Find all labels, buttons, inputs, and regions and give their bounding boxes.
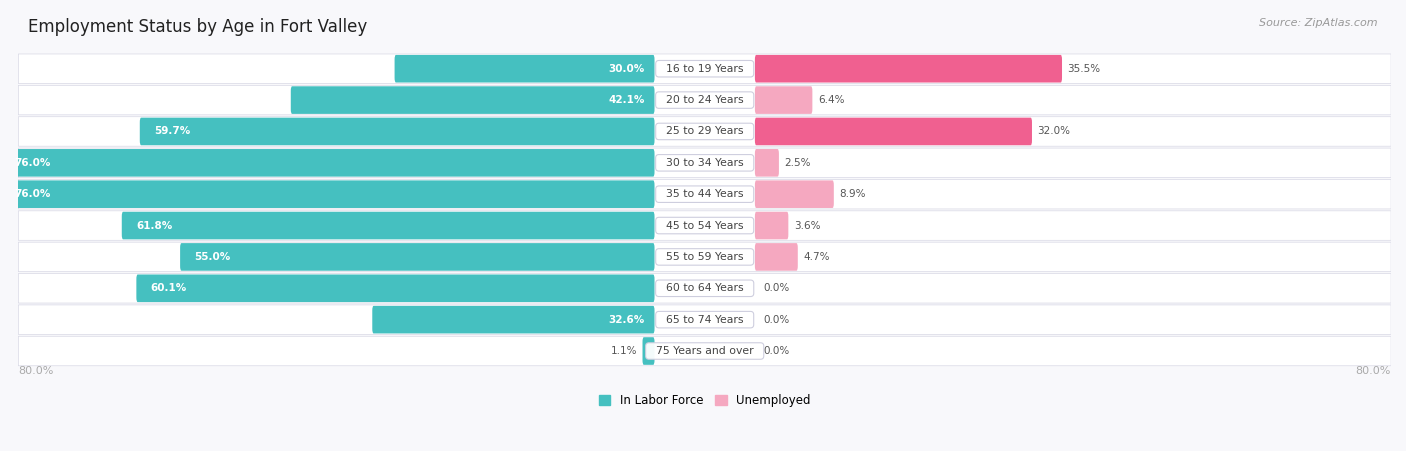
FancyBboxPatch shape bbox=[18, 85, 1391, 115]
Text: 0.0%: 0.0% bbox=[763, 346, 789, 356]
Text: 32.6%: 32.6% bbox=[609, 315, 645, 325]
Text: 75 Years and over: 75 Years and over bbox=[650, 346, 761, 356]
Text: Source: ZipAtlas.com: Source: ZipAtlas.com bbox=[1260, 18, 1378, 28]
Text: 80.0%: 80.0% bbox=[1355, 366, 1391, 376]
FancyBboxPatch shape bbox=[373, 306, 655, 333]
Text: 55 to 59 Years: 55 to 59 Years bbox=[659, 252, 751, 262]
FancyBboxPatch shape bbox=[139, 118, 655, 145]
Text: 0.0%: 0.0% bbox=[763, 283, 789, 293]
Text: 32.0%: 32.0% bbox=[1038, 126, 1070, 137]
FancyBboxPatch shape bbox=[18, 211, 1391, 240]
Legend: In Labor Force, Unemployed: In Labor Force, Unemployed bbox=[593, 390, 815, 412]
FancyBboxPatch shape bbox=[755, 180, 834, 208]
FancyBboxPatch shape bbox=[180, 243, 655, 271]
Text: 25 to 29 Years: 25 to 29 Years bbox=[659, 126, 751, 137]
Text: 45 to 54 Years: 45 to 54 Years bbox=[659, 221, 751, 230]
FancyBboxPatch shape bbox=[291, 86, 655, 114]
Text: 30.0%: 30.0% bbox=[609, 64, 645, 74]
Text: 35 to 44 Years: 35 to 44 Years bbox=[659, 189, 751, 199]
FancyBboxPatch shape bbox=[755, 149, 779, 177]
Text: 0.0%: 0.0% bbox=[763, 315, 789, 325]
FancyBboxPatch shape bbox=[0, 180, 655, 208]
Text: 3.6%: 3.6% bbox=[794, 221, 821, 230]
FancyBboxPatch shape bbox=[18, 179, 1391, 209]
FancyBboxPatch shape bbox=[18, 336, 1391, 366]
Text: 16 to 19 Years: 16 to 19 Years bbox=[659, 64, 751, 74]
Text: 8.9%: 8.9% bbox=[839, 189, 866, 199]
Text: 60 to 64 Years: 60 to 64 Years bbox=[659, 283, 751, 293]
FancyBboxPatch shape bbox=[755, 86, 813, 114]
Text: 30 to 34 Years: 30 to 34 Years bbox=[659, 158, 751, 168]
Text: 80.0%: 80.0% bbox=[18, 366, 53, 376]
Text: 59.7%: 59.7% bbox=[153, 126, 190, 137]
Text: 35.5%: 35.5% bbox=[1067, 64, 1101, 74]
FancyBboxPatch shape bbox=[122, 212, 655, 239]
Text: 55.0%: 55.0% bbox=[194, 252, 231, 262]
FancyBboxPatch shape bbox=[643, 337, 655, 365]
Text: 61.8%: 61.8% bbox=[136, 221, 172, 230]
Text: 4.7%: 4.7% bbox=[803, 252, 830, 262]
Text: 2.5%: 2.5% bbox=[785, 158, 811, 168]
Text: 20 to 24 Years: 20 to 24 Years bbox=[659, 95, 751, 105]
FancyBboxPatch shape bbox=[18, 274, 1391, 303]
FancyBboxPatch shape bbox=[755, 243, 797, 271]
FancyBboxPatch shape bbox=[18, 305, 1391, 334]
Text: 76.0%: 76.0% bbox=[14, 158, 51, 168]
Text: 6.4%: 6.4% bbox=[818, 95, 845, 105]
Text: 76.0%: 76.0% bbox=[14, 189, 51, 199]
FancyBboxPatch shape bbox=[0, 149, 655, 177]
Text: 42.1%: 42.1% bbox=[609, 95, 645, 105]
Text: 60.1%: 60.1% bbox=[150, 283, 187, 293]
FancyBboxPatch shape bbox=[18, 117, 1391, 146]
FancyBboxPatch shape bbox=[755, 55, 1062, 83]
FancyBboxPatch shape bbox=[18, 242, 1391, 272]
Text: 1.1%: 1.1% bbox=[610, 346, 637, 356]
FancyBboxPatch shape bbox=[395, 55, 655, 83]
FancyBboxPatch shape bbox=[755, 118, 1032, 145]
Text: 65 to 74 Years: 65 to 74 Years bbox=[659, 315, 751, 325]
Text: Employment Status by Age in Fort Valley: Employment Status by Age in Fort Valley bbox=[28, 18, 367, 36]
FancyBboxPatch shape bbox=[755, 212, 789, 239]
FancyBboxPatch shape bbox=[136, 275, 655, 302]
FancyBboxPatch shape bbox=[18, 54, 1391, 83]
FancyBboxPatch shape bbox=[18, 148, 1391, 178]
